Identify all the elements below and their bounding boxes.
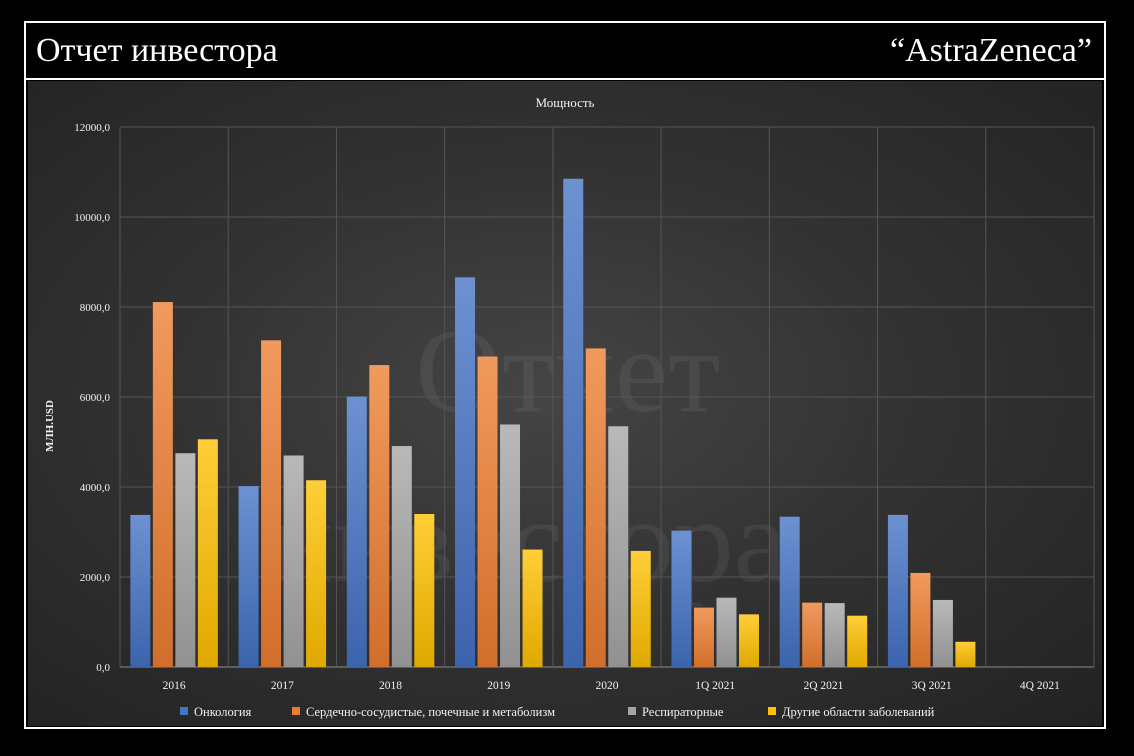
bar-респираторные-2016 <box>175 453 196 667</box>
bar-респираторные-2q-2021 <box>824 603 845 667</box>
legend-label-респираторные: Респираторные <box>642 705 724 719</box>
bar-респираторные-2017 <box>283 455 304 667</box>
x-tick-label: 4Q 2021 <box>1020 680 1060 692</box>
bar-респираторные-2019 <box>500 424 521 667</box>
x-tick-label: 2Q 2021 <box>803 680 843 692</box>
bar-сердечно-сосудистые-почечные-и-метаболизм-2019 <box>477 356 498 667</box>
bars <box>130 178 976 667</box>
bar-онкология-2018 <box>346 396 367 667</box>
bar-сердечно-сосудистые-почечные-и-метаболизм-2017 <box>261 340 282 667</box>
x-tick-label: 2016 <box>163 680 186 692</box>
legend-swatch-другие-области-заболеваний <box>768 707 776 715</box>
bar-онкология-3q-2021 <box>887 514 908 667</box>
y-tick-label: 10000,0 <box>74 212 110 224</box>
report-frame: Отчет инвестора “AstraZeneca” Отчет инве… <box>24 21 1106 729</box>
bar-респираторные-2020 <box>608 426 629 667</box>
bar-другие-области-заболеваний-2q-2021 <box>847 615 868 667</box>
x-tick-label: 2019 <box>487 680 510 692</box>
bar-респираторные-2018 <box>391 446 412 667</box>
bar-онкология-2019 <box>455 277 476 667</box>
bar-онкология-1q-2021 <box>671 530 692 667</box>
bar-другие-области-заболеваний-2017 <box>306 480 327 667</box>
bar-другие-области-заболеваний-2019 <box>522 549 543 667</box>
x-axis-ticks: 2016 2017 2018 2019 2020 1Q 2021 2Q 2021 3Q 202… <box>163 680 1060 692</box>
bar-сердечно-сосудистые-почечные-и-метаболизм-2018 <box>369 365 390 667</box>
chart-title: Мощность <box>536 95 595 110</box>
bar-другие-области-заболеваний-3q-2021 <box>955 641 976 667</box>
bar-респираторные-1q-2021 <box>716 597 737 667</box>
x-tick-label: 3Q 2021 <box>912 680 952 692</box>
report-title: Отчет инвестора <box>36 31 278 69</box>
y-tick-label: 2000,0 <box>80 572 111 584</box>
y-axis-label: МЛН.USD <box>44 400 56 452</box>
bar-другие-области-заболеваний-2018 <box>414 514 435 667</box>
legend-label-другие-области-заболеваний: Другие области заболеваний <box>782 705 935 719</box>
legend-swatch-онкология <box>180 707 188 715</box>
legend-swatch-респираторные <box>628 707 636 715</box>
legend-swatch-сердечно-сосудистые-почечные-и-метаболизм <box>292 707 300 715</box>
bar-сердечно-сосудистые-почечные-и-метаболизм-3q-2021 <box>910 572 931 667</box>
x-tick-label: 2017 <box>271 680 294 692</box>
bar-другие-области-заболеваний-2016 <box>197 439 218 667</box>
bar-онкология-2016 <box>130 514 151 667</box>
bar-другие-области-заболеваний-2020 <box>630 550 651 667</box>
bar-сердечно-сосудистые-почечные-и-метаболизм-2016 <box>152 302 173 667</box>
chart-area: Отчет инвестора 0,02000,04000,06000,0800… <box>28 81 1102 726</box>
legend: Онкология Сердечно-сосудистые, почечные и… <box>180 705 935 719</box>
legend-label-онкология: Онкология <box>194 705 252 719</box>
bar-сердечно-сосудистые-почечные-и-метаболизм-1q-2021 <box>693 607 714 667</box>
grid-lines <box>119 126 1095 668</box>
bar-онкология-2017 <box>238 486 259 667</box>
bar-сердечно-сосудистые-почечные-и-метаболизм-2020 <box>585 348 606 667</box>
y-tick-label: 0,0 <box>96 662 110 674</box>
y-tick-label: 12000,0 <box>74 122 110 134</box>
x-tick-label: 2020 <box>596 680 619 692</box>
y-axis-ticks: 0,0 2000,0 4000,0 6000,0 8000,0 10000,0 12000,… <box>74 122 110 674</box>
bar-сердечно-сосудистые-почечные-и-метаболизм-2q-2021 <box>802 602 823 667</box>
y-tick-label: 6000,0 <box>80 392 111 404</box>
capacity-bar-chart: Отчет инвестора 0,02000,04000,06000,0800… <box>44 95 1095 719</box>
header-bar: Отчет инвестора “AstraZeneca” <box>26 23 1104 80</box>
legend-label-сердечно-сосудистые-почечные-и-метаболизм: Сердечно-сосудистые, почечные и метаболи… <box>306 705 555 719</box>
x-tick-label: 1Q 2021 <box>695 680 735 692</box>
company-name: “AstraZeneca” <box>890 31 1092 69</box>
bar-другие-области-заболеваний-1q-2021 <box>738 614 759 667</box>
y-tick-label: 8000,0 <box>80 302 111 314</box>
bar-онкология-2020 <box>563 178 584 667</box>
x-tick-label: 2018 <box>379 680 402 692</box>
bar-онкология-2q-2021 <box>779 516 800 667</box>
bar-респираторные-3q-2021 <box>932 599 953 667</box>
y-tick-label: 4000,0 <box>80 482 111 494</box>
